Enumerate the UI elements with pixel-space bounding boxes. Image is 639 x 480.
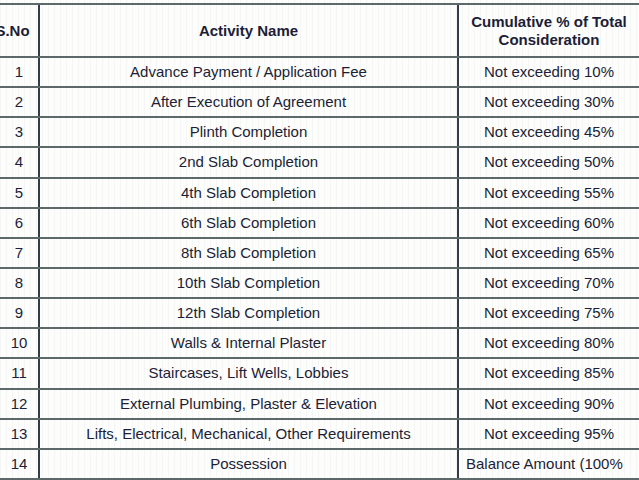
header-cumulative-line1: Cumulative % of Total <box>471 13 627 31</box>
activity-cell: 6th Slab Completion <box>38 209 459 237</box>
sno-cell: 1 <box>0 58 38 86</box>
header-cumulative-cell: Cumulative % of Total Consideration <box>459 5 639 56</box>
activity-cell: Walls & Internal Plaster <box>38 329 459 357</box>
cumulative-cell: Not exceeding 10% <box>459 58 639 86</box>
header-activity-label: Activity Name <box>199 22 298 40</box>
header-sno-cell: S.No <box>0 5 38 56</box>
activity-cell: Lifts, Electrical, Mechanical, Other Req… <box>38 420 459 448</box>
table-row: 12 External Plumbing, Plaster & Elevatio… <box>0 390 639 420</box>
cumulative-cell: Not exceeding 75% <box>459 299 639 327</box>
cumulative-cell: Not exceeding 50% <box>459 148 639 176</box>
activity-cell: 2nd Slab Completion <box>38 148 459 176</box>
table-row: 9 12th Slab Completion Not exceeding 75% <box>0 299 639 329</box>
activity-cell: Possession <box>38 450 459 478</box>
table-row: 4 2nd Slab Completion Not exceeding 50% <box>0 148 639 178</box>
activity-cell: 10th Slab Completion <box>38 269 459 297</box>
cumulative-cell: Not exceeding 60% <box>459 209 639 237</box>
cumulative-cell: Not exceeding 55% <box>459 179 639 207</box>
cumulative-cell: Not exceeding 95% <box>459 420 639 448</box>
sno-cell: 3 <box>0 118 38 146</box>
table-row: 13 Lifts, Electrical, Mechanical, Other … <box>0 420 639 450</box>
activity-cell: Staircases, Lift Wells, Lobbies <box>38 359 459 387</box>
sno-cell: 7 <box>0 239 38 267</box>
table-row: 6 6th Slab Completion Not exceeding 60% <box>0 209 639 239</box>
table-row: 2 After Execution of Agreement Not excee… <box>0 88 639 118</box>
sno-cell: 10 <box>0 329 38 357</box>
table-row: 14 Possession Balance Amount (100% <box>0 450 639 480</box>
activity-cell: 12th Slab Completion <box>38 299 459 327</box>
cumulative-cell: Not exceeding 90% <box>459 390 639 418</box>
sno-cell: 13 <box>0 420 38 448</box>
table-row: 5 4th Slab Completion Not exceeding 55% <box>0 179 639 209</box>
sno-cell: 2 <box>0 88 38 116</box>
table-row: 11 Staircases, Lift Wells, Lobbies Not e… <box>0 359 639 389</box>
table-row: 10 Walls & Internal Plaster Not exceedin… <box>0 329 639 359</box>
table-row: 1 Advance Payment / Application Fee Not … <box>0 58 639 88</box>
activity-cell: External Plumbing, Plaster & Elevation <box>38 390 459 418</box>
table-row: 8 10th Slab Completion Not exceeding 70% <box>0 269 639 299</box>
sno-cell: 4 <box>0 148 38 176</box>
sno-cell: 5 <box>0 179 38 207</box>
header-sno-label: S.No <box>0 22 30 40</box>
header-cumulative-line2: Consideration <box>499 31 600 49</box>
payment-schedule-table: S.No Activity Name Cumulative % of Total… <box>0 3 639 480</box>
sno-cell: 12 <box>0 390 38 418</box>
cumulative-cell: Not exceeding 70% <box>459 269 639 297</box>
sno-cell: 11 <box>0 359 38 387</box>
activity-cell: 8th Slab Completion <box>38 239 459 267</box>
table-row: 3 Plinth Completion Not exceeding 45% <box>0 118 639 148</box>
sno-cell: 8 <box>0 269 38 297</box>
table-row: 7 8th Slab Completion Not exceeding 65% <box>0 239 639 269</box>
activity-cell: 4th Slab Completion <box>38 179 459 207</box>
activity-cell: Plinth Completion <box>38 118 459 146</box>
activity-cell: After Execution of Agreement <box>38 88 459 116</box>
table-header-row: S.No Activity Name Cumulative % of Total… <box>0 5 639 58</box>
sno-cell: 9 <box>0 299 38 327</box>
cumulative-cell: Not exceeding 80% <box>459 329 639 357</box>
cumulative-cell: Not exceeding 85% <box>459 359 639 387</box>
header-activity-cell: Activity Name <box>38 5 459 56</box>
sno-cell: 14 <box>0 450 38 478</box>
cumulative-cell: Not exceeding 45% <box>459 118 639 146</box>
cumulative-cell: Not exceeding 30% <box>459 88 639 116</box>
cumulative-cell: Balance Amount (100% <box>459 450 639 478</box>
cumulative-cell: Not exceeding 65% <box>459 239 639 267</box>
document-page: S.No Activity Name Cumulative % of Total… <box>0 0 639 480</box>
sno-cell: 6 <box>0 209 38 237</box>
activity-cell: Advance Payment / Application Fee <box>38 58 459 86</box>
